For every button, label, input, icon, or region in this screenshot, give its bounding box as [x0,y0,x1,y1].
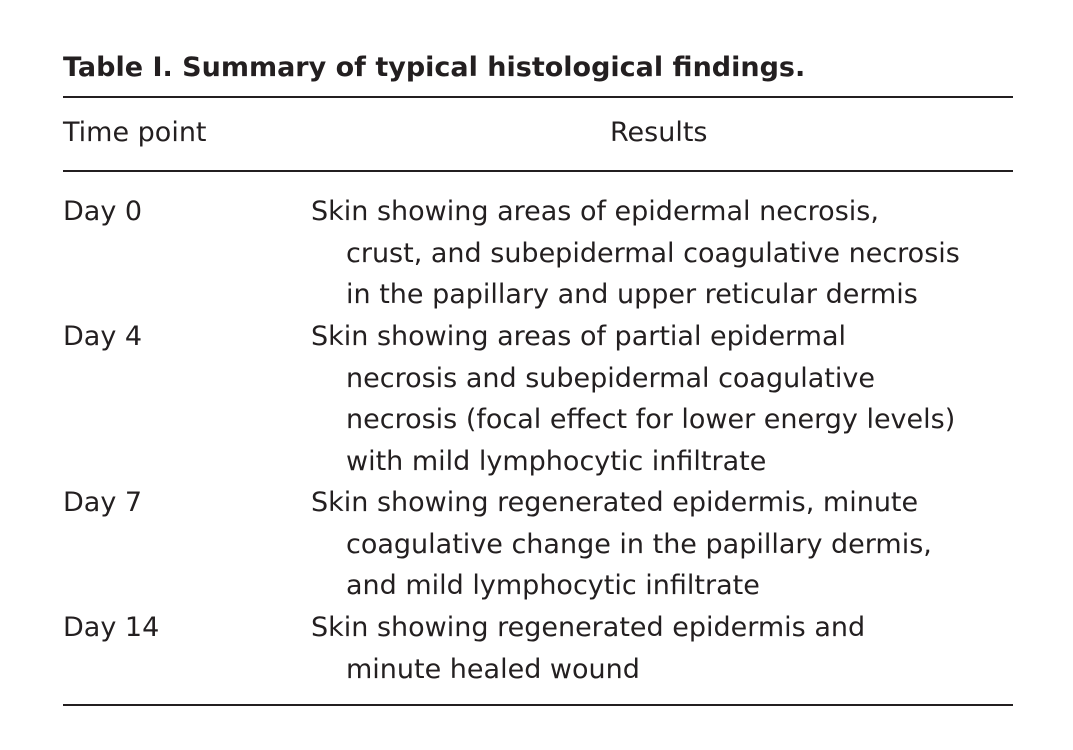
results-line: and mild lymphocytic infiltrate [346,570,760,601]
results-line: Skin showing areas of epidermal necrosis… [311,196,879,227]
results-cell: Skin showing regenerated epidermis, minu… [311,482,932,607]
results-line: Skin showing regenerated epidermis and [311,612,866,643]
header-rule [63,170,1013,172]
results-line: necrosis (focal effect for lower energy … [346,404,956,435]
header-time-point: Time point [63,117,207,148]
results-line: crust, and subepidermal coagulative necr… [346,237,960,269]
header-results: Results [610,117,708,148]
results-line: minute healed wound [346,653,640,685]
results-cell: Skin showing regenerated epidermis and mi… [311,607,865,690]
time-point-cell: Day 14 [63,612,160,643]
results-line: Skin showing areas of partial epidermal [311,321,847,352]
results-line: Skin showing regenerated epidermis, minu… [311,487,919,518]
time-point-cell: Day 0 [63,196,143,227]
time-point-cell: Day 4 [63,321,143,352]
results-cell: Skin showing areas of epidermal necrosis… [311,191,960,316]
table-title: Table I. Summary of typical histological… [63,52,806,83]
time-point-cell: Day 7 [63,487,143,518]
results-line: in the papillary and upper reticular der… [346,279,918,310]
results-line: necrosis and subepidermal coagulative [346,362,875,394]
results-line: coagulative change in the papillary derm… [346,528,932,560]
bottom-rule [63,704,1013,706]
results-cell: Skin showing areas of partial epidermal n… [311,316,955,482]
results-line: with mild lymphocytic infiltrate [346,445,767,477]
top-rule [63,96,1013,98]
